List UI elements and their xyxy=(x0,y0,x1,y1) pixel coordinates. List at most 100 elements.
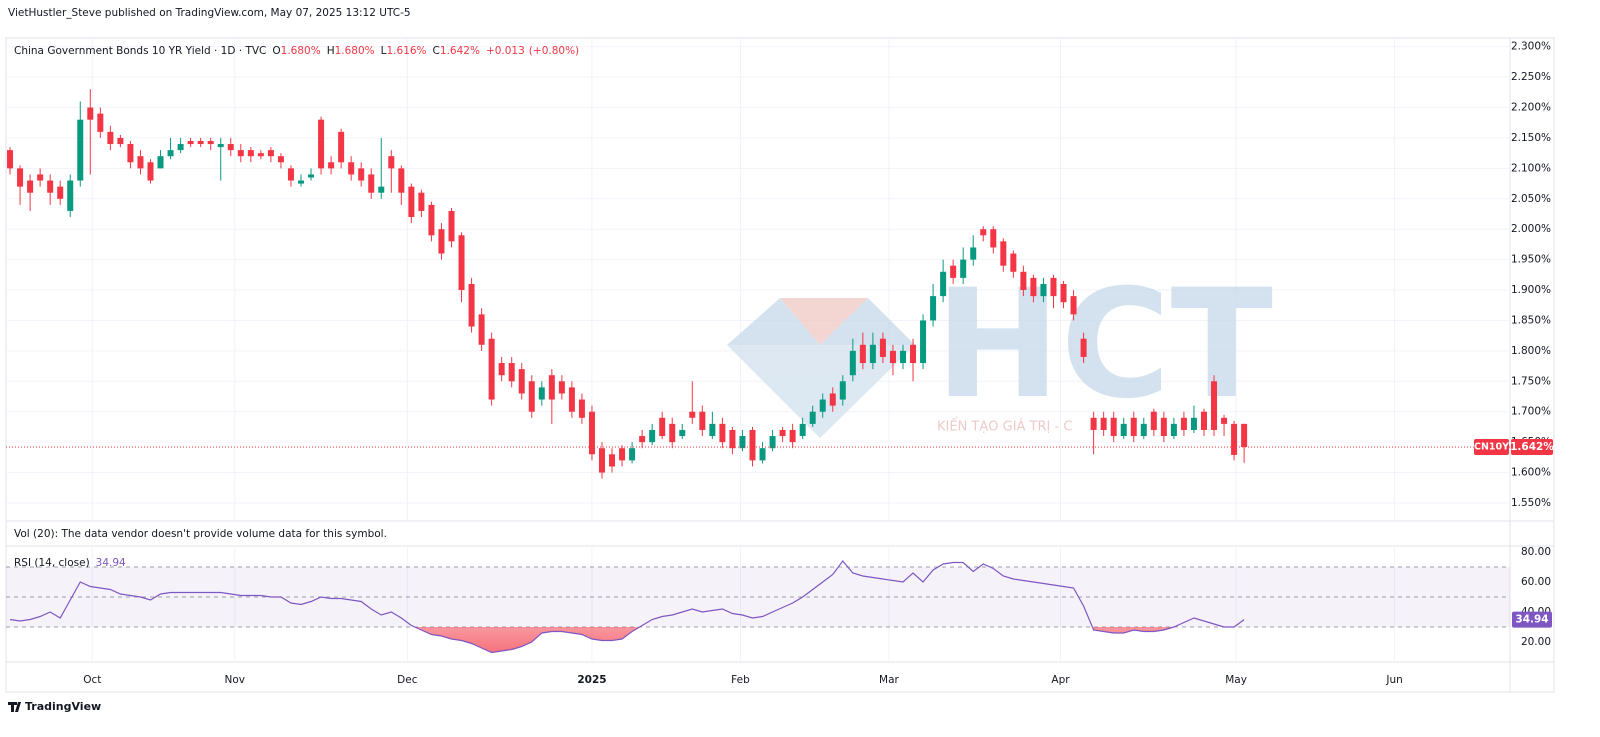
rsi-last-box xyxy=(1512,611,1552,628)
candle-body xyxy=(478,314,485,345)
candle-body xyxy=(719,423,726,443)
candle-body xyxy=(849,350,856,376)
candle-body xyxy=(910,344,917,364)
watermark-tagline: KIẾN TẠO GIÁ TRỊ - C xyxy=(937,418,1072,435)
rsi-legend-name: RSI (14, close) xyxy=(14,557,90,569)
candle-body xyxy=(578,399,585,418)
candle-body xyxy=(127,144,134,163)
candle-body xyxy=(619,448,626,461)
symbol-label: CN10Y xyxy=(1474,441,1509,452)
candle-body xyxy=(1040,283,1047,297)
candle-body xyxy=(699,411,706,430)
candle-body xyxy=(869,344,876,364)
oversold-fill xyxy=(414,627,1174,653)
candle-body xyxy=(67,180,74,211)
candle-body xyxy=(598,448,605,473)
y-tick-label: 1.950% xyxy=(1511,254,1551,266)
candle-body xyxy=(1231,423,1238,455)
candle-body xyxy=(328,162,335,169)
candle-body xyxy=(1180,417,1187,430)
candle-body xyxy=(167,150,174,157)
candle-body xyxy=(920,320,927,364)
candle-body xyxy=(197,140,204,145)
candle-body xyxy=(77,119,84,181)
x-tick-label: May xyxy=(1225,674,1247,686)
candle-body xyxy=(368,174,375,193)
candle-body xyxy=(498,363,505,376)
x-tick-label: Dec xyxy=(397,674,418,686)
candle-body xyxy=(558,381,565,394)
y-tick-label: 1.600% xyxy=(1511,467,1551,479)
candle-body xyxy=(378,186,385,193)
candle-body xyxy=(448,210,455,242)
candle-body xyxy=(1100,417,1107,430)
candle-body xyxy=(117,137,124,145)
x-tick-label: Jun xyxy=(1385,674,1402,686)
rsi-tick-label: 80.00 xyxy=(1521,546,1551,558)
candle-body xyxy=(739,436,746,449)
candle-body xyxy=(458,235,465,291)
candle-body xyxy=(779,429,786,437)
candle-body xyxy=(37,174,44,181)
candle-body xyxy=(508,363,515,382)
candle-body xyxy=(318,119,325,169)
candle-body xyxy=(1170,423,1177,437)
y-tick-label: 2.150% xyxy=(1511,132,1551,144)
candle-body xyxy=(859,344,866,364)
candle-body xyxy=(568,387,575,412)
candle-body xyxy=(57,186,64,199)
logo-shape xyxy=(727,298,820,345)
candle-body xyxy=(990,229,997,248)
x-tick-label: Oct xyxy=(83,674,101,686)
candle-body xyxy=(1050,277,1057,297)
candle-body xyxy=(217,144,224,148)
candle-body xyxy=(789,429,796,443)
candle-body xyxy=(769,436,776,449)
ohlc-value: 1.680% xyxy=(281,45,321,57)
candle-body xyxy=(408,186,415,218)
chart-frame xyxy=(5,37,1555,693)
candle-body xyxy=(1140,423,1147,437)
y-tick-label: 1.900% xyxy=(1511,284,1551,296)
candle-body xyxy=(829,393,836,406)
candle-body xyxy=(1221,417,1228,424)
candle-body xyxy=(689,411,696,418)
volume-note: Vol (20): The data vendor doesn't provid… xyxy=(14,528,387,540)
ohlc-value: 1.680% xyxy=(335,45,375,57)
candle-body xyxy=(1110,417,1117,437)
rsi-legend-value: 34.94 xyxy=(96,557,126,569)
logo-shape xyxy=(780,298,868,345)
candle-body xyxy=(679,429,686,437)
candle-body xyxy=(308,174,315,178)
candle-body xyxy=(980,229,987,236)
candle-body xyxy=(799,423,806,437)
symbol-legend: China Government Bonds 10 YR Yield · 1D … xyxy=(14,45,579,57)
candle-body xyxy=(1010,253,1017,272)
y-tick-label: 1.750% xyxy=(1511,375,1551,387)
candle-body xyxy=(759,448,766,461)
candle-body xyxy=(247,150,254,157)
y-tick-label: 1.550% xyxy=(1511,497,1551,509)
candle-body xyxy=(1090,417,1097,430)
candle-body xyxy=(1000,241,1007,266)
candle-body xyxy=(398,168,405,193)
candle-body xyxy=(1211,381,1218,430)
y-tick-label: 2.300% xyxy=(1511,41,1551,53)
y-tick-label: 2.200% xyxy=(1511,102,1551,114)
rsi-line xyxy=(9,560,1245,654)
last-price-label: 1.642% xyxy=(1510,441,1554,453)
ohlc-key: H xyxy=(327,45,335,57)
y-tick-label: 1.850% xyxy=(1511,314,1551,326)
candle-body xyxy=(227,144,234,151)
candle-body xyxy=(1020,271,1027,291)
ohlc-value: 1.616% xyxy=(387,45,427,57)
candle-body xyxy=(1241,423,1248,447)
candle-body xyxy=(1130,417,1137,437)
y-tick-label: 1.700% xyxy=(1511,406,1551,418)
candle-body xyxy=(27,180,34,193)
candle-body xyxy=(87,107,94,120)
candle-body xyxy=(649,429,656,443)
y-tick-label: 2.050% xyxy=(1511,193,1551,205)
candle-body xyxy=(1120,423,1127,437)
change: +0.013 xyxy=(486,45,525,57)
